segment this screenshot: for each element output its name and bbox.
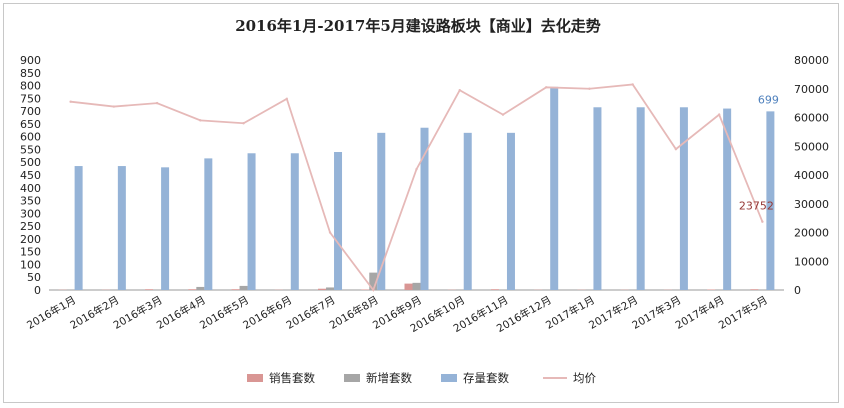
y2-tick-label: 40000 [794,169,829,182]
line-point [199,119,202,122]
bar-存量套数 [723,108,732,290]
line-point [328,231,332,234]
legend-swatch [441,374,457,382]
line-point [631,83,634,86]
line-point [458,88,461,92]
line-point [717,113,721,116]
y-tick-label: 450 [20,169,41,182]
line-point [155,101,159,105]
y-tick-label: 200 [20,233,41,246]
price-line [69,83,764,292]
data-label: 699 [758,93,779,106]
y-tick-label: 850 [20,67,41,80]
bar-存量套数 [463,132,472,290]
line-point [242,122,245,125]
bar-存量套数 [247,153,256,290]
line-point [674,147,678,151]
legend-label: 存量套数 [463,371,509,385]
bar-存量套数 [74,166,83,290]
bar-新增套数 [369,272,378,290]
bar-新增套数 [196,286,205,290]
line-point [372,288,375,292]
bar-销售套数 [361,289,370,290]
y-tick-label: 700 [20,105,41,118]
data-labels: 699 23752 [739,93,779,212]
y2-tick-label: 80000 [794,54,829,67]
y2-tick-label: 70000 [794,83,829,96]
bar-存量套数 [679,107,688,291]
x-tick-label: 2017年5月 [716,293,770,331]
bar-存量套数 [506,132,515,290]
y-tick-label: 350 [20,195,41,208]
legend-label: 销售套数 [269,371,315,385]
y2-tick-label: 60000 [794,112,829,125]
bar-存量套数 [636,107,645,291]
right-axis-ticks: 0 10000 20000 30000 40000 50000 60000 70000 8000… [794,54,829,297]
bar-存量套数 [377,132,386,290]
y2-tick-label: 0 [794,284,801,297]
data-label: 23752 [739,200,774,213]
y-tick-label: 500 [20,156,41,169]
line-point [285,97,288,101]
y2-tick-label: 30000 [794,198,829,211]
y-tick-label: 550 [20,143,41,156]
y-tick-label: 650 [20,118,41,131]
bar-存量套数 [766,111,775,290]
bar-销售套数 [404,283,413,290]
y-tick-label: 900 [20,54,41,67]
line-point [69,100,72,103]
bar-销售套数 [188,289,197,290]
y2-tick-label: 10000 [794,255,829,268]
bar-存量套数 [334,152,343,290]
bar-新增套数 [412,282,421,290]
y2-tick-label: 50000 [794,140,829,153]
bar-存量套数 [161,167,170,290]
chart-frame [3,3,839,403]
left-axis-ticks: 0501001502002503003504004505005506006507… [20,54,41,297]
y-tick-label: 750 [20,92,41,105]
line-point [112,105,116,108]
y-tick-label: 100 [20,258,41,271]
bar-销售套数 [707,289,716,290]
bar-销售套数 [750,289,759,290]
y-tick-label: 300 [20,207,41,220]
chart-title: 2016年1月-2017年5月建设路板块【商业】去化走势 [235,17,601,35]
line-point [501,113,505,116]
y-tick-label: 600 [20,131,41,144]
legend-label: 新增套数 [366,371,412,385]
line-point [761,220,764,223]
bar-存量套数 [420,127,429,290]
bar-销售套数 [490,289,499,290]
line-point [588,87,591,90]
bar-存量套数 [290,153,299,290]
y-tick-label: 0 [34,284,41,297]
line-point [415,168,418,171]
bar-存量套数 [204,158,213,290]
bar-销售套数 [145,289,154,290]
x-axis-ticks: 2016年1月2016年2月2016年3月2016年4月2016年5月2016年… [25,293,770,335]
y-tick-label: 400 [20,182,41,195]
bar-新增套数 [326,287,335,290]
legend-label: 均价 [573,371,596,385]
bars [58,86,775,291]
bar-新增套数 [239,285,248,290]
line-均价 [70,83,764,292]
bar-存量套数 [117,166,126,290]
bar-存量套数 [550,86,559,290]
line-point [545,86,548,89]
legend-swatch [344,374,360,382]
legend-swatch [247,374,263,382]
bar-存量套数 [593,107,602,291]
bar-销售套数 [231,289,240,290]
y-tick-label: 250 [20,220,41,233]
y-tick-label: 50 [27,271,41,284]
y2-tick-label: 20000 [794,227,829,240]
bar-销售套数 [318,288,327,290]
y-tick-label: 800 [20,80,41,93]
legend: 销售套数 新增套数 存量套数 均价 [247,371,596,385]
y-tick-label: 150 [20,246,41,259]
